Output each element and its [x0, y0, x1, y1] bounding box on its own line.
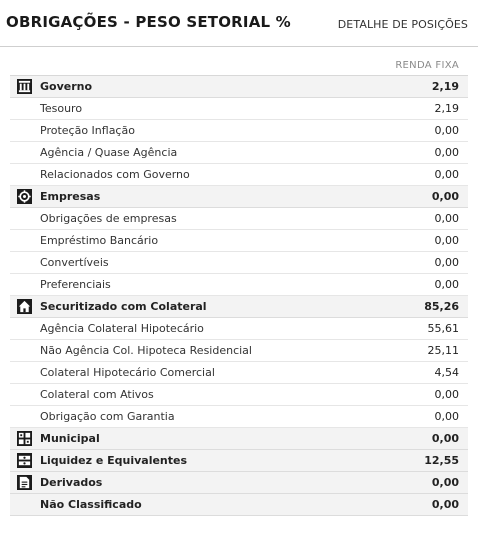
row-label: Não Classificado	[40, 498, 142, 511]
category-row: Derivados 0,00	[10, 472, 468, 494]
row-label: Convertíveis	[40, 256, 109, 269]
house-icon	[17, 299, 32, 314]
row-value: 4,54	[434, 366, 460, 379]
row-label: Colateral Hipotecário Comercial	[40, 366, 215, 379]
row-value: 12,55	[424, 454, 459, 467]
category-row: Liquidez e Equivalentes 12,55	[10, 450, 468, 472]
row-label: Securitizado com Colateral	[40, 300, 207, 313]
row-value: 0,00	[431, 476, 459, 489]
row-value: 0,00	[434, 146, 460, 159]
row-label: Governo	[40, 80, 93, 93]
document-icon	[17, 475, 32, 490]
subcategory-row: Relacionados com Governo 0,00	[10, 164, 468, 186]
row-label: Empréstimo Bancário	[40, 234, 159, 247]
row-label: Agência / Quase Agência	[40, 146, 178, 159]
row-value: 0,00	[434, 168, 460, 181]
row-label: Colateral com Ativos	[40, 388, 154, 401]
row-value: 25,11	[427, 344, 460, 357]
position-details-link[interactable]: DETALHE DE POSIÇÕES	[337, 18, 468, 31]
row-label: Preferenciais	[40, 278, 111, 291]
row-value: 55,61	[427, 322, 460, 335]
row-label: Municipal	[40, 432, 100, 445]
subcategory-row: Não Agência Col. Hipoteca Residencial 25,…	[10, 340, 468, 362]
subcategory-row: Obrigação com Garantia 0,00	[10, 406, 468, 428]
row-label: Liquidez e Equivalentes	[40, 454, 188, 467]
page-title: OBRIGAÇÕES - PESO SETORIAL %	[6, 13, 291, 31]
category-row: Não Classificado 0,00	[10, 494, 468, 516]
row-value: 2,19	[434, 102, 460, 115]
subcategory-row: Preferenciais 0,00	[10, 274, 468, 296]
category-row: Empresas 0,00	[10, 186, 468, 208]
subcategory-row: Empréstimo Bancário 0,00	[10, 230, 468, 252]
column-header: RENDA FIXA	[0, 56, 478, 75]
subcategory-row: Agência Colateral Hipotecário 55,61	[10, 318, 468, 340]
header-divider	[0, 46, 478, 47]
row-value: 0,00	[434, 256, 460, 269]
row-value: 0,00	[434, 410, 460, 423]
row-label: Tesouro	[40, 102, 83, 115]
row-value: 85,26	[424, 300, 459, 313]
row-value: 0,00	[434, 388, 460, 401]
row-label: Proteção Inflação	[40, 124, 135, 137]
row-value: 2,19	[431, 80, 459, 93]
subcategory-row: Colateral Hipotecário Comercial 4,54	[10, 362, 468, 384]
row-value: 0,00	[431, 498, 459, 511]
row-label: Obrigação com Garantia	[40, 410, 175, 423]
row-label: Derivados	[40, 476, 103, 489]
row-label: Empresas	[40, 190, 101, 203]
category-row: Municipal 0,00	[10, 428, 468, 450]
row-value: 0,00	[431, 190, 459, 203]
fixed-income-column-label: RENDA FIXA	[395, 60, 459, 71]
government-icon	[17, 79, 32, 94]
cash-icon	[17, 453, 32, 468]
row-value: 0,00	[434, 278, 460, 291]
gear-icon	[17, 189, 32, 204]
subcategory-row: Obrigações de empresas 0,00	[10, 208, 468, 230]
sector-weight-table: Governo 2,19 Tesouro 2,19 Proteção Inflação 0…	[10, 75, 468, 516]
row-label: Relacionados com Governo	[40, 168, 190, 181]
subcategory-row: Tesouro 2,19	[10, 98, 468, 120]
widget-header: OBRIGAÇÕES - PESO SETORIAL % DETALHE DE …	[0, 0, 478, 56]
row-value: 0,00	[434, 212, 460, 225]
row-value: 0,00	[431, 432, 459, 445]
row-value: 0,00	[434, 124, 460, 137]
row-label: Agência Colateral Hipotecário	[40, 322, 204, 335]
subcategory-row: Agência / Quase Agência 0,00	[10, 142, 468, 164]
category-row: Securitizado com Colateral 85,26	[10, 296, 468, 318]
subcategory-row: Convertíveis 0,00	[10, 252, 468, 274]
category-row: Governo 2,19	[10, 76, 468, 98]
subcategory-row: Proteção Inflação 0,00	[10, 120, 468, 142]
row-label: Obrigações de empresas	[40, 212, 177, 225]
row-value: 0,00	[434, 234, 460, 247]
municipal-icon	[17, 431, 32, 446]
subcategory-row: Colateral com Ativos 0,00	[10, 384, 468, 406]
row-label: Não Agência Col. Hipoteca Residencial	[40, 344, 252, 357]
